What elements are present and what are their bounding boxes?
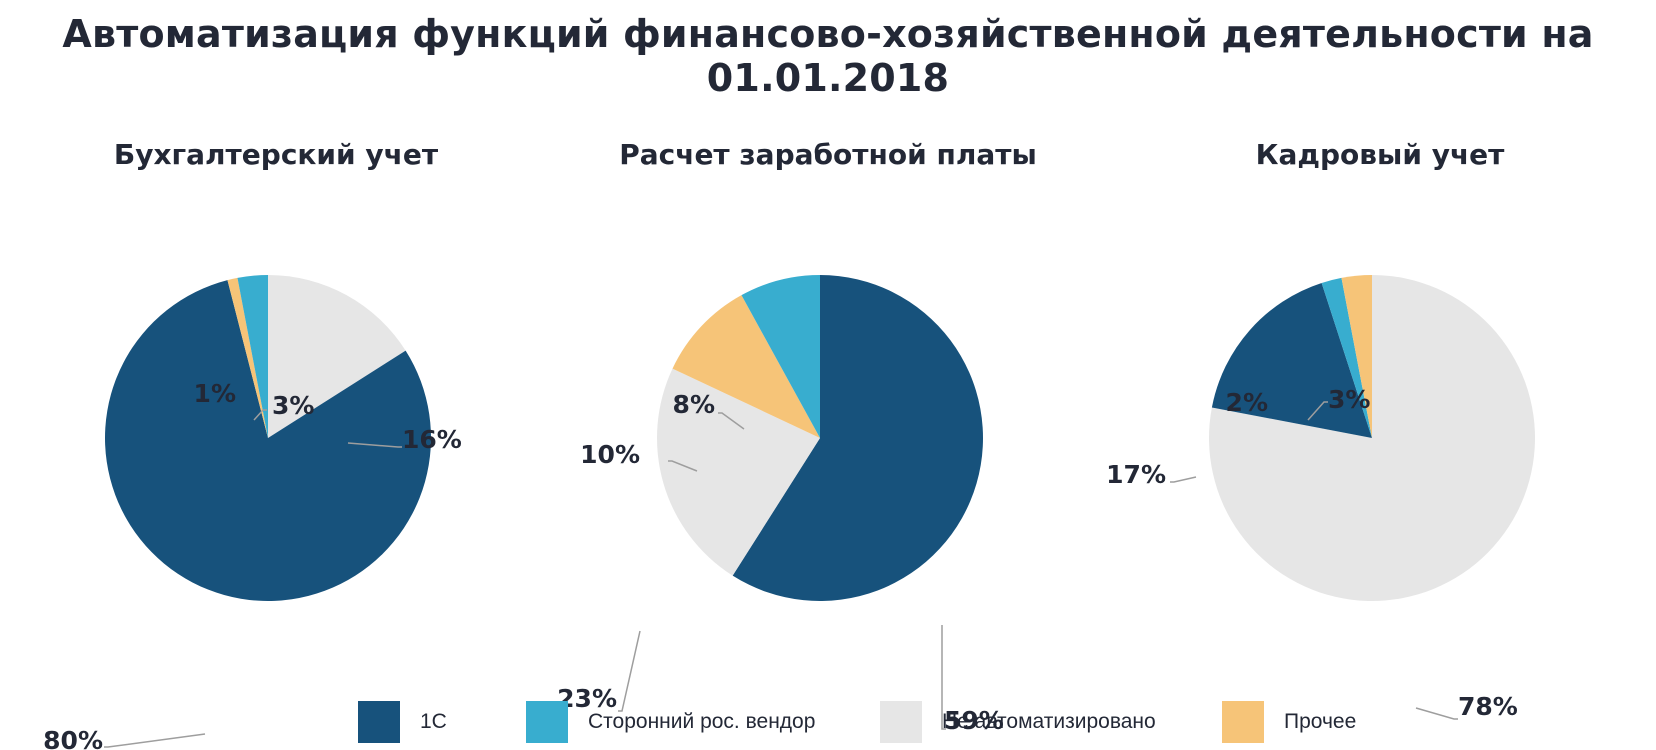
data-label: 3%: [272, 391, 314, 420]
legend-item-1c: 1С: [358, 700, 447, 744]
leader-line: [104, 733, 206, 748]
pie-slice: [237, 275, 268, 438]
pie-svg: 59%23%10%8%: [557, 275, 1004, 735]
pie-slice: [268, 275, 406, 438]
pie-chart-accounting: Бухгалтерский учет 16% 80% 1% 3%: [0, 120, 552, 750]
leader-line: [1170, 476, 1197, 483]
leader-line: [1415, 707, 1458, 720]
chart-title: Бухгалтерский учет: [113, 138, 439, 171]
main-title: Автоматизация функций финансово-хозяйств…: [62, 12, 1594, 100]
pie-slice: [227, 277, 268, 438]
chart-title: Расчет заработной платы: [619, 138, 1037, 171]
legend-label: Не автоматизировано: [942, 710, 1156, 733]
pie-slice: [732, 275, 983, 602]
pie-slice: [741, 275, 820, 438]
data-label: 16%: [402, 425, 462, 454]
legend-item-vendor: Сторонний рос. вендор: [526, 700, 815, 744]
data-label: 17%: [1106, 460, 1166, 489]
pie-slice: [1211, 282, 1372, 438]
data-label: 59%: [944, 706, 1004, 735]
data-label: 78%: [1458, 692, 1518, 721]
pie-slice: [1341, 275, 1372, 438]
data-label: 1%: [194, 379, 236, 408]
data-label: 3%: [1328, 385, 1370, 414]
legend-item-not-automated: Не автоматизировано: [880, 700, 1156, 744]
leader-line: [253, 409, 267, 421]
data-label: 8%: [673, 390, 715, 419]
leader-line: [941, 625, 946, 730]
legend-item-other: Прочее: [1222, 700, 1356, 744]
pie-slice: [104, 280, 432, 601]
legend-swatch: [358, 701, 400, 743]
leader-line: [347, 442, 402, 448]
leader-line: [1307, 401, 1328, 421]
legend: 1С Сторонний рос. вендор Не автоматизиро…: [0, 700, 1656, 744]
pie-slice: [657, 368, 820, 576]
leader-line: [718, 412, 745, 430]
leader-line: [668, 460, 698, 472]
leader-line: [618, 630, 641, 712]
pie-chart-hr: Кадровый учет 78% 17% 2% 3%: [1104, 120, 1656, 721]
chart-title: Кадровый учет: [1255, 138, 1505, 171]
pie-chart-payroll: Расчет заработной платы 59% 23% 10% 8%: [552, 120, 1104, 735]
legend-label: 1С: [420, 710, 447, 733]
legend-label: Прочее: [1284, 710, 1357, 733]
pie-svg: 16% 80% 1% 3%: [43, 275, 462, 750]
pie-slice: [1321, 277, 1372, 438]
legend-label: Сторонний рос. вендор: [588, 710, 816, 733]
pie-svg: 78% 17% 2% 3%: [1106, 275, 1535, 721]
data-label: 10%: [580, 440, 640, 469]
legend-swatch: [1222, 701, 1264, 743]
data-label: 80%: [43, 726, 103, 750]
pie-slice: [672, 295, 820, 438]
legend-swatch: [880, 701, 922, 743]
data-label: 2%: [1226, 388, 1268, 417]
legend-swatch: [526, 701, 568, 743]
